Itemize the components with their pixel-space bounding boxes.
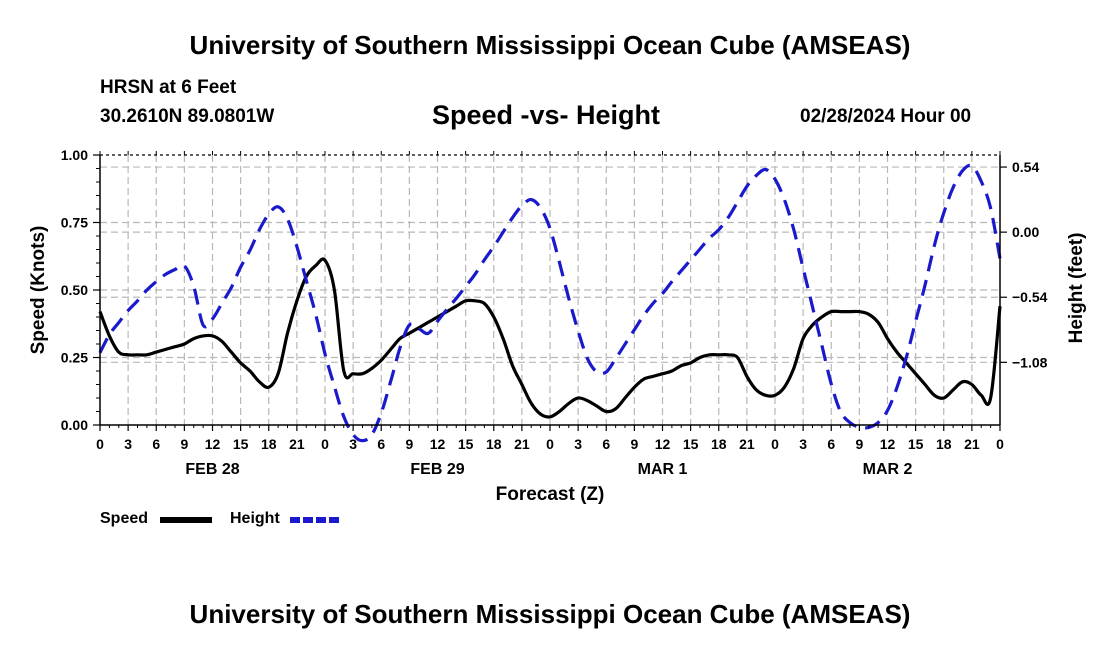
- axes-layer: [93, 151, 1007, 431]
- y-tick-label: 0.75: [61, 215, 88, 231]
- x-tick-label: 21: [964, 436, 980, 452]
- x-tick-label: 12: [880, 436, 896, 452]
- y-axis-title: Speed (Knots): [28, 226, 49, 355]
- x-tick-label: 9: [405, 436, 413, 452]
- height-series-line: [98, 163, 1002, 443]
- x-tick-label: 3: [574, 436, 582, 452]
- date-label: FEB 29: [410, 461, 464, 478]
- x-tick-label: 21: [289, 436, 305, 452]
- x-tick-label: 6: [602, 436, 610, 452]
- grid-layer: [100, 155, 1000, 425]
- date-label: MAR 2: [863, 461, 913, 478]
- station-coords: 30.2610N 89.0801W: [100, 106, 275, 127]
- forecast-datetime: 02/28/2024 Hour 00: [800, 106, 972, 127]
- station-label: HRSN at 6 Feet: [100, 77, 237, 98]
- x-tick-label: 0: [546, 436, 554, 452]
- date-label: FEB 28: [185, 461, 239, 478]
- x-tick-label: 15: [458, 436, 474, 452]
- y2-tick-label: −1.08: [1012, 354, 1048, 370]
- y2-axis-title: Height (feet): [1066, 233, 1087, 344]
- x-tick-label: 0: [771, 436, 779, 452]
- x-tick-label: 0: [996, 436, 1004, 452]
- labels-layer: 0 3 6 9 12 15 18 21 0 3 6 9 12 15 18 21 0 3 6 9 12 15 18 21 0 3 6 9…: [28, 147, 1087, 523]
- y-tick-label: 0.00: [61, 417, 88, 433]
- y-tick-label: 0.50: [61, 282, 88, 298]
- x-tick-label: 3: [124, 436, 132, 452]
- date-label: MAR 1: [638, 461, 688, 478]
- legend-speed-label: Speed: [100, 510, 149, 527]
- footer-title: University of Southern Mississippi Ocean…: [189, 599, 911, 629]
- main-title: University of Southern Mississippi Ocean…: [189, 30, 911, 60]
- x-tick-label: 0: [96, 436, 104, 452]
- chart-subtitle: Speed -vs- Height: [432, 100, 661, 130]
- x-tick-label: 12: [655, 436, 671, 452]
- x-tick-label: 18: [486, 436, 502, 452]
- x-tick-label: 0: [321, 436, 329, 452]
- legend-height-label: Height: [230, 510, 280, 527]
- x-tick-label: 9: [180, 436, 188, 452]
- x-tick-label: 6: [377, 436, 385, 452]
- y2-tick-label: −0.54: [1012, 289, 1048, 305]
- y-tick-label: 0.25: [61, 350, 88, 366]
- speed-series-line: [98, 257, 1002, 419]
- x-tick-label: 12: [430, 436, 446, 452]
- x-tick-label: 18: [711, 436, 727, 452]
- x-tick-label: 3: [799, 436, 807, 452]
- x-tick-label: 18: [261, 436, 277, 452]
- x-tick-label: 12: [205, 436, 221, 452]
- y2-tick-label: 0.54: [1012, 159, 1039, 175]
- x-tick-label: 6: [827, 436, 835, 452]
- x-tick-label: 3: [349, 436, 357, 452]
- x-tick-label: 9: [630, 436, 638, 452]
- x-tick-label: 9: [855, 436, 863, 452]
- y-tick-label: 1.00: [61, 147, 88, 163]
- x-tick-label: 18: [936, 436, 952, 452]
- x-tick-label: 21: [514, 436, 530, 452]
- x-tick-label: 6: [152, 436, 160, 452]
- x-axis-title: Forecast (Z): [496, 484, 605, 505]
- y2-tick-label: 0.00: [1012, 224, 1039, 240]
- x-tick-label: 15: [908, 436, 924, 452]
- x-tick-label: 15: [683, 436, 699, 452]
- x-tick-label: 21: [739, 436, 755, 452]
- x-tick-label: 15: [233, 436, 249, 452]
- series-layer: [98, 163, 1002, 443]
